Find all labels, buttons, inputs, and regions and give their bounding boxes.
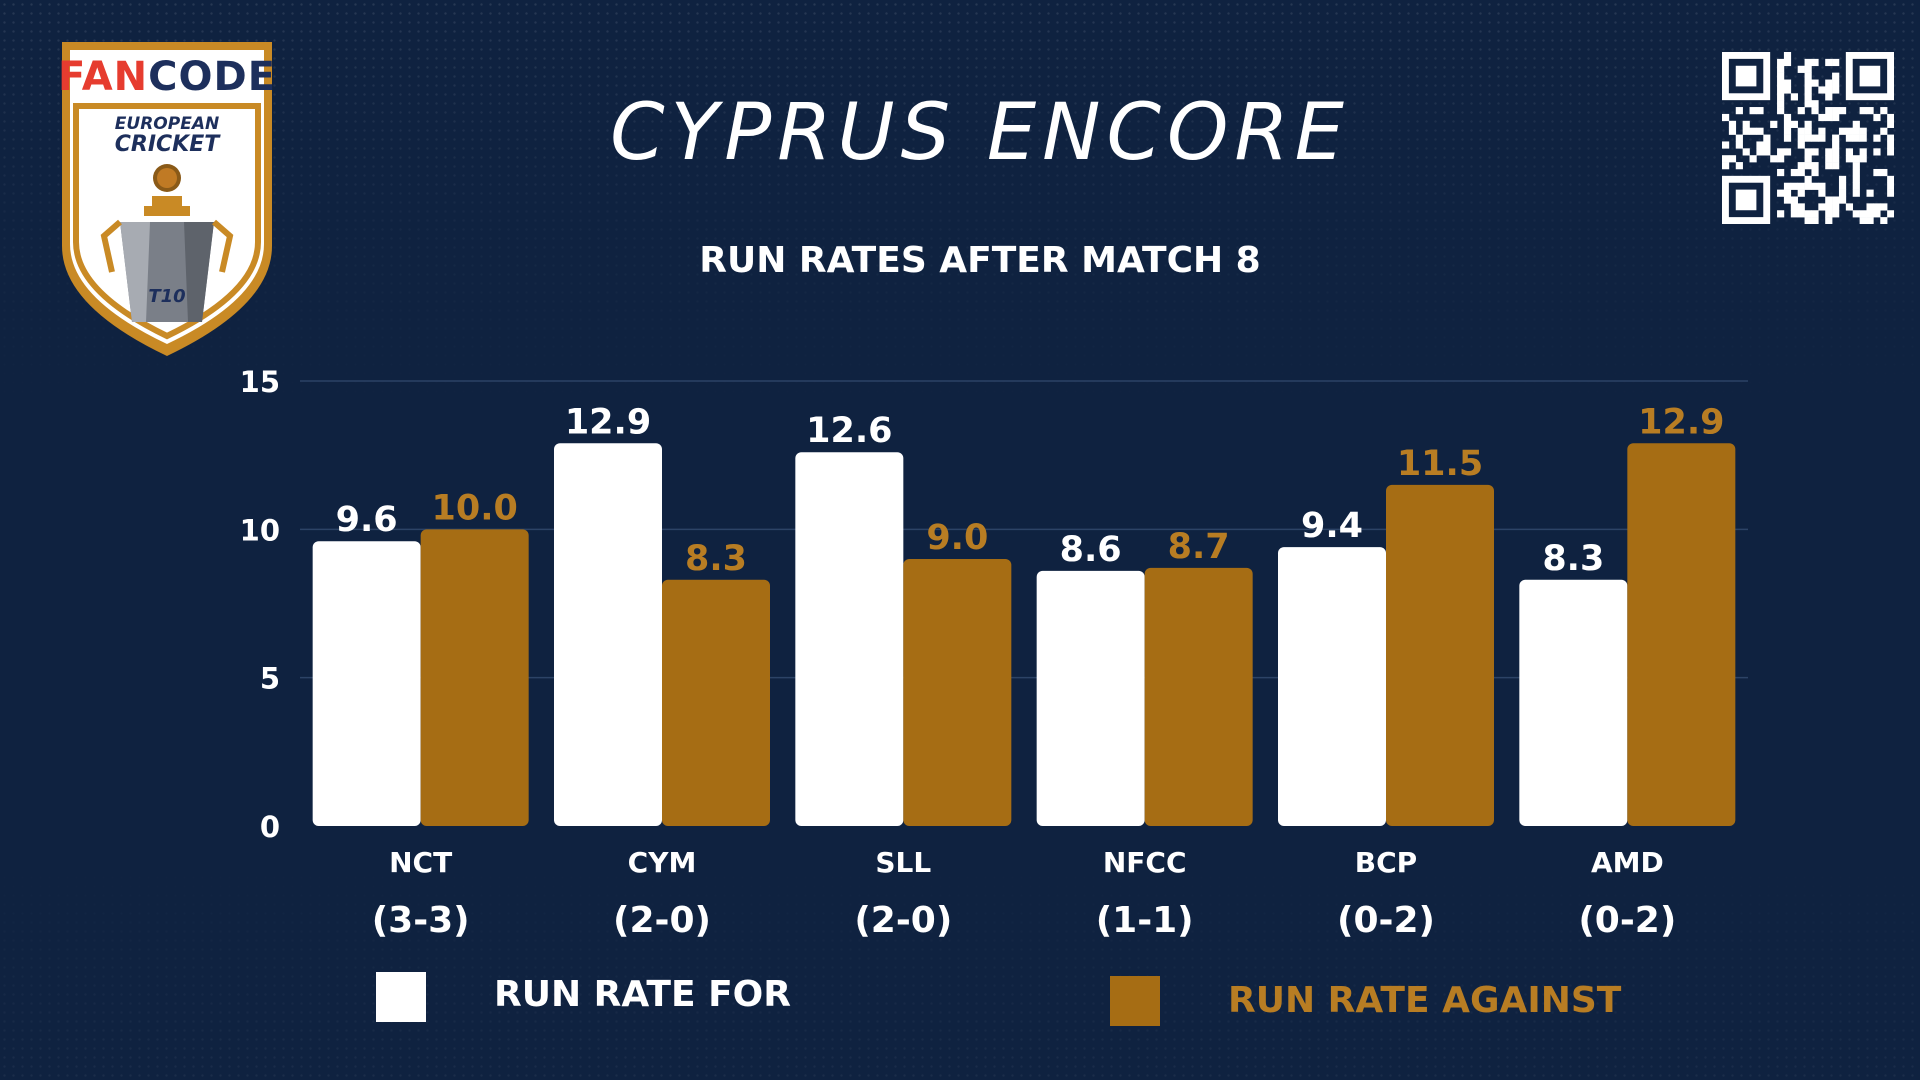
bar-run-rate-for — [1278, 547, 1386, 826]
x-tick-record-label: (2-0) — [854, 900, 952, 941]
bar-run-rate-against — [1627, 443, 1736, 826]
shield-icon — [62, 42, 272, 356]
bar-run-rate-for — [1036, 570, 1145, 826]
logo-badge-t10: T10 — [148, 286, 186, 307]
data-label: 12.6 — [806, 411, 892, 451]
x-tick-label: AMD — [1591, 846, 1664, 879]
bar-run-rate-against — [1386, 484, 1494, 826]
x-tick-record-label: (0-2) — [1578, 900, 1676, 941]
x-tick-label: BCP — [1355, 846, 1417, 879]
bar-run-rate-for — [312, 541, 421, 826]
x-tick-record-label: (1-1) — [1096, 900, 1194, 941]
data-label: 12.9 — [1638, 402, 1724, 442]
legend-label-for: RUN RATE FOR — [494, 974, 791, 1015]
bar-run-rate-against — [903, 559, 1012, 826]
data-label: 8.3 — [685, 539, 747, 579]
legend-swatch-against — [1110, 976, 1160, 1026]
bar-run-rate-for — [1519, 579, 1628, 826]
x-tick-record-label: (2-0) — [613, 900, 711, 941]
data-label: 10.0 — [431, 488, 517, 528]
logo-subline-european: EUROPEAN — [114, 114, 220, 134]
bar-run-rate-for — [554, 443, 662, 826]
data-label: 8.6 — [1060, 530, 1122, 570]
x-tick-label: NFCC — [1103, 846, 1187, 879]
y-tick-label: 5 — [260, 662, 280, 696]
data-label: 12.9 — [565, 402, 651, 442]
fancode-european-cricket-logo: FANCODE EUROPEAN CRICKET T10 — [54, 36, 280, 360]
x-tick-record-label: (3-3) — [372, 900, 470, 941]
y-tick-label: 0 — [260, 810, 280, 844]
bar-run-rate-against — [662, 579, 770, 826]
y-tick-label: 10 — [240, 513, 280, 547]
x-tick-label: CYM — [628, 846, 697, 879]
x-tick-label: SLL — [875, 846, 931, 879]
bar-run-rate-for — [795, 452, 904, 826]
legend-label-against: RUN RATE AGAINST — [1228, 980, 1622, 1021]
fancode-wordmark: FANCODE — [54, 54, 280, 100]
data-label: 8.3 — [1542, 539, 1604, 579]
bar-run-rate-against — [1144, 567, 1253, 826]
chart-subtitle: RUN RATES AFTER MATCH 8 — [699, 240, 1261, 281]
qr-code-icon — [1722, 52, 1894, 224]
y-tick-label: 15 — [240, 365, 280, 399]
data-label: 11.5 — [1397, 444, 1483, 484]
x-tick-label: NCT — [389, 846, 452, 879]
data-label: 9.0 — [926, 518, 988, 558]
page-title: CYPRUS ENCORE — [610, 88, 1350, 178]
brand-code: CODE — [148, 54, 277, 100]
x-tick-record-label: (0-2) — [1337, 900, 1435, 941]
data-label: 9.6 — [336, 500, 398, 540]
legend-swatch-for — [376, 972, 426, 1022]
bar-run-rate-against — [420, 529, 529, 826]
data-label: 9.4 — [1301, 506, 1363, 546]
brand-fan: FAN — [57, 54, 149, 100]
data-label: 8.7 — [1168, 527, 1230, 567]
logo-subline-cricket: CRICKET — [114, 132, 220, 157]
